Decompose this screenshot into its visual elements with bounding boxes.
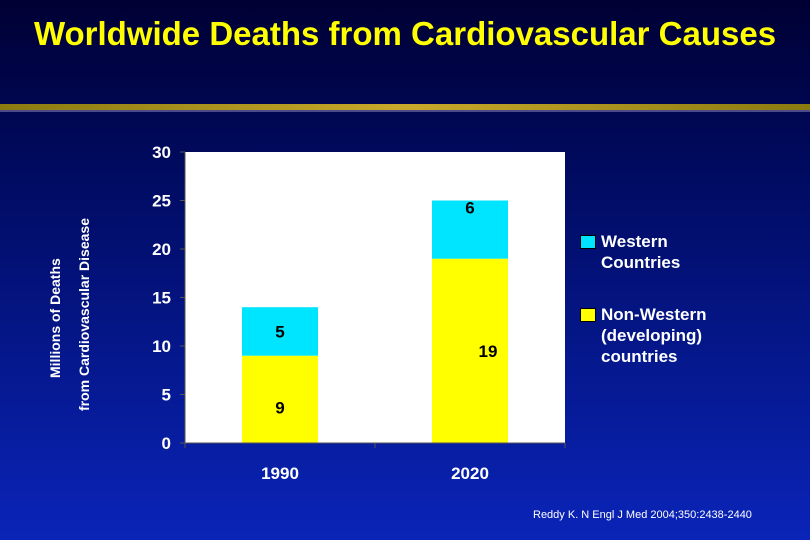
x-tick-label: 1990 [261,464,299,483]
bar-value-label: 6 [465,199,474,218]
bar-value-label: 5 [275,322,284,341]
bar-value-label: 9 [275,398,284,417]
legend-item-non-western: Non-Western (developing) countries [580,304,706,367]
y-tick-label: 15 [152,289,171,308]
y-tick-label: 0 [162,434,171,453]
y-tick-label: 10 [152,337,171,356]
legend-label-western: Western Countries [601,232,681,272]
bar-segment [432,258,508,443]
title-divider-shadow [0,110,810,112]
y-tick-label: 30 [152,143,171,162]
chart-title: Worldwide Deaths from Cardiovascular Cau… [33,15,777,52]
legend-swatch-western [580,235,596,249]
legend-swatch-non-western [580,308,596,322]
y-tick-label: 5 [162,386,171,405]
bar-segment [242,355,318,443]
title-divider [0,104,810,110]
legend-label-non-western: Non-Western (developing) countries [601,305,707,366]
y-tick-label: 20 [152,240,171,259]
x-tick-label: 2020 [451,464,489,483]
y-tick-label: 25 [152,192,171,211]
legend-item-western: Western Countries [580,231,680,273]
source-citation: Reddy K. N Engl J Med 2004;350:2438-2440 [533,509,752,521]
bar-value-label: 19 [479,342,498,361]
bar-segment [432,200,508,259]
bar-segment [242,307,318,356]
